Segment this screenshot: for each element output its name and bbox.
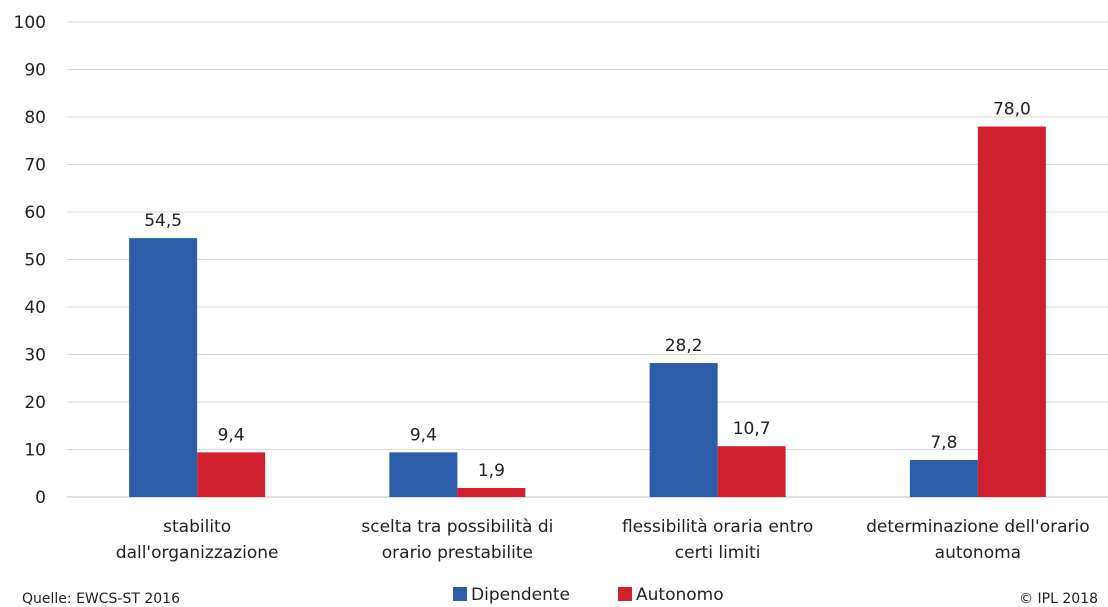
y-tick-label: 90 [24,61,46,81]
category-label: certi limiti [675,543,761,563]
y-tick-label: 0 [35,488,46,508]
legend-swatch-autonomo [618,587,632,601]
data-label: 54,5 [144,211,182,231]
y-tick-label: 10 [24,441,46,461]
y-tick-label: 70 [24,156,46,176]
y-tick-label: 80 [24,108,46,128]
bar-autonomo-4 [977,126,1046,497]
y-tick-label: 20 [24,393,46,413]
data-label: 28,2 [665,336,703,356]
category-label: dall'organizzazione [116,543,279,563]
source-note: Quelle: EWCS-ST 2016 [22,591,180,607]
y-tick-label: 60 [24,203,46,223]
legend-label-dipendente: Dipendente [471,585,570,605]
data-label: 10,7 [733,419,771,439]
y-tick-label: 40 [24,298,46,318]
copyright-note: © IPL 2018 [1019,591,1098,607]
legend-swatch-dipendente [453,587,467,601]
data-label: 78,0 [993,100,1031,120]
legend: Dipendente Autonomo [453,585,724,605]
category-labels: stabilito dall'organizzazione scelta tra p… [116,517,1090,563]
category-label: scelta tra possibilità di [361,517,553,537]
data-label: 9,4 [410,425,437,445]
bar-dipendente-3 [649,363,718,497]
bar-dipendente-4 [909,459,978,497]
bar-dipendente-1 [129,238,198,497]
category-label: autonoma [935,543,1021,563]
bar-autonomo-3 [717,446,786,497]
category-label: flessibilità oraria entro [622,517,813,537]
data-label: 1,9 [478,461,505,481]
bar-dipendente-2 [389,452,458,497]
legend-label-autonomo: Autonomo [636,585,724,605]
y-axis-ticks: 0 10 20 30 40 50 60 70 80 90 100 [14,13,46,508]
category-label: determinazione dell'orario [866,517,1090,537]
gridlines [67,21,1108,498]
category-label: stabilito [163,517,231,537]
data-label: 7,8 [930,433,957,453]
bar-autonomo-1 [197,452,266,497]
y-tick-label: 50 [24,251,46,271]
y-tick-label: 100 [14,13,46,33]
bars [129,126,1046,497]
y-tick-label: 30 [24,346,46,366]
bar-autonomo-2 [457,487,526,497]
data-label: 9,4 [218,425,245,445]
category-label: orario prestabilite [382,543,533,563]
data-labels: 54,5 9,4 9,4 1,9 28,2 10,7 7,8 78,0 [144,100,1031,481]
